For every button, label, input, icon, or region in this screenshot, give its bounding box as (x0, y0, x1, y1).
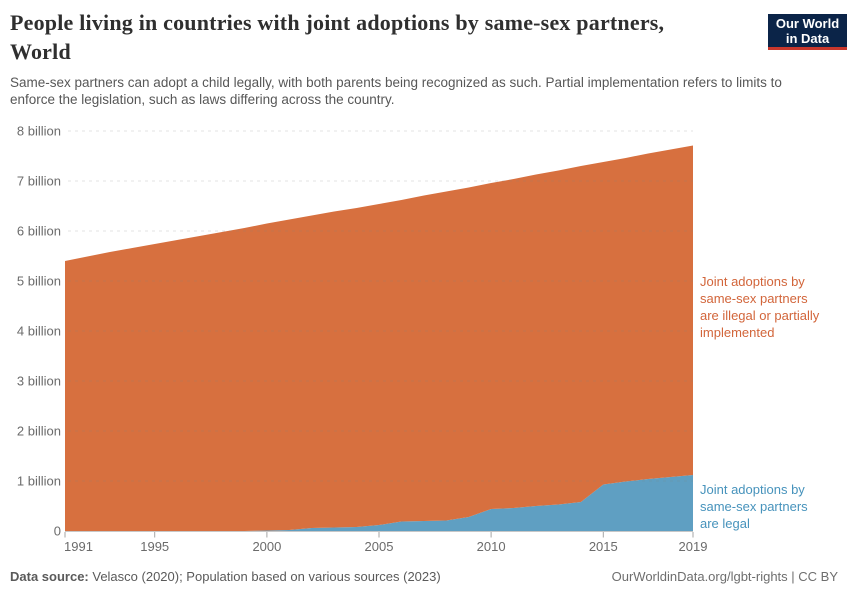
page-title-line1: People living in countries with joint ad… (10, 10, 665, 35)
data-source-text: Velasco (2020); Population based on vari… (88, 569, 441, 584)
x-axis-label: 2005 (365, 539, 394, 554)
y-axis-label: 2 billion (17, 424, 61, 439)
credit-link[interactable]: OurWorldinData.org/lgbt-rights | CC BY (611, 569, 838, 584)
page-title-line2: World (10, 39, 71, 64)
owid-logo-line1: Our World (775, 16, 840, 31)
y-axis-label: 8 billion (17, 124, 61, 139)
y-axis-label: 4 billion (17, 324, 61, 339)
data-source-note: Data source: Velasco (2020); Population … (10, 569, 441, 585)
y-axis-label: 3 billion (17, 374, 61, 389)
legend-label-illegal[interactable]: Joint adoptions by same-sex partners are… (700, 274, 820, 340)
x-axis-label: 2000 (252, 539, 281, 554)
x-axis-label: 2010 (477, 539, 506, 554)
chart-footer: Data source: Velasco (2020); Population … (10, 569, 838, 585)
x-axis-label: 1991 (64, 539, 93, 554)
page-title: People living in countries with joint ad… (10, 8, 760, 66)
x-axis-label: 2015 (589, 539, 618, 554)
owid-logo[interactable]: Our World in Data (768, 14, 847, 50)
area-legal[interactable] (65, 475, 693, 531)
x-axis-label: 1995 (140, 539, 169, 554)
y-axis-label: 7 billion (17, 174, 61, 189)
y-axis-label: 5 billion (17, 274, 61, 289)
owid-logo-line2: in Data (785, 31, 830, 46)
y-axis-label: 1 billion (17, 474, 61, 489)
y-axis-label: 6 billion (17, 224, 61, 239)
x-axis-label: 2019 (679, 539, 708, 554)
y-axis-label: 0 (54, 524, 61, 539)
area-illegal[interactable] (65, 145, 693, 532)
chart-subtitle: Same-sex partners can adopt a child lega… (10, 75, 782, 107)
data-source-prefix: Data source: (10, 569, 89, 584)
legend-label-legal[interactable]: Joint adoptions by same-sex partners are… (700, 482, 808, 531)
